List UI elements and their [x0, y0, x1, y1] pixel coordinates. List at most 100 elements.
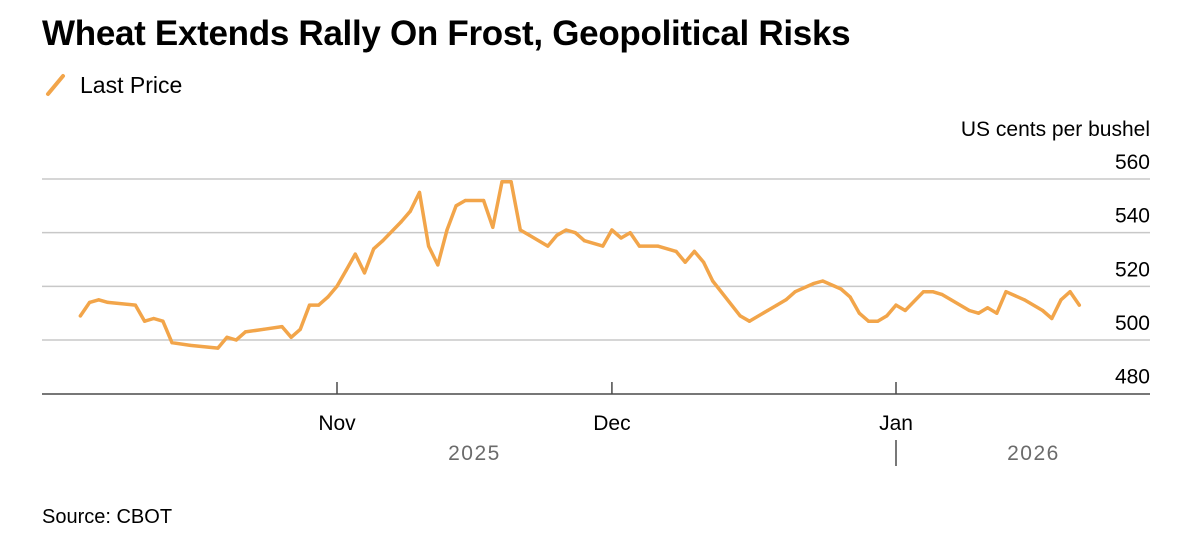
data-point [399, 220, 403, 224]
data-point [921, 290, 926, 294]
data-point [335, 284, 339, 288]
data-point [793, 290, 797, 294]
data-point [152, 316, 156, 321]
data-point [88, 300, 92, 304]
data-point [811, 282, 816, 286]
data-point [289, 335, 293, 339]
data-point [949, 298, 953, 302]
data-point [97, 298, 101, 302]
data-point [491, 225, 495, 229]
data-point [582, 239, 587, 243]
data-point [555, 233, 559, 237]
y-tick-label: 500 [1115, 312, 1150, 335]
data-point [482, 198, 486, 203]
data-point [839, 287, 843, 291]
data-point [307, 303, 312, 307]
data-point [967, 308, 971, 313]
data-point [976, 311, 981, 315]
data-point [903, 308, 907, 313]
data-point [381, 239, 385, 243]
data-point [362, 271, 367, 275]
data-point [894, 303, 898, 307]
data-point [427, 244, 431, 248]
data-point [106, 300, 110, 304]
data-point [995, 311, 999, 315]
year-label: 2025 [448, 442, 501, 465]
data-point [940, 292, 944, 296]
data-point [821, 279, 825, 283]
data-point [445, 228, 449, 232]
year-label: 2026 [1007, 442, 1060, 465]
data-point [527, 233, 532, 237]
data-point [353, 252, 357, 256]
legend: Last Price [42, 70, 182, 100]
data-point [683, 260, 687, 264]
data-point [326, 295, 330, 299]
data-point [564, 228, 568, 232]
data-point [234, 338, 238, 342]
data-point [509, 180, 513, 184]
line-chart: US cents per bushel 560 540 520 500 480 Nov Dec… [42, 118, 1150, 466]
data-point [1068, 290, 1072, 294]
data-point [637, 244, 642, 248]
data-point [866, 319, 871, 323]
data-point [78, 314, 82, 318]
y-tick-label: 540 [1115, 205, 1150, 228]
data-point [857, 311, 861, 315]
data-point [463, 198, 467, 203]
data-point [610, 228, 614, 232]
data-point [711, 279, 715, 283]
data-point [143, 319, 147, 323]
legend-label: Last Price [80, 71, 183, 98]
data-point [766, 308, 770, 313]
data-point [317, 303, 321, 307]
data-point [619, 236, 623, 240]
data-point [1077, 303, 1081, 307]
y-axis-label: US cents per bushel [961, 118, 1150, 141]
data-point [848, 295, 852, 299]
data-point [876, 319, 880, 323]
data-point [243, 330, 247, 334]
data-point [170, 341, 174, 345]
data-point [656, 244, 660, 248]
data-point [674, 249, 678, 253]
data-point [546, 244, 550, 248]
data-point [436, 263, 440, 267]
y-tick-label: 520 [1115, 258, 1150, 281]
data-point [885, 314, 889, 318]
data-point [628, 231, 632, 235]
source-note: Source: CBOT [42, 506, 173, 528]
data-point [1041, 308, 1045, 313]
data-point [280, 325, 284, 329]
data-point [262, 327, 266, 331]
data-point [747, 319, 752, 323]
y-tick-label: 560 [1115, 151, 1150, 174]
data-point [417, 190, 422, 194]
data-point [216, 346, 220, 350]
data-point [408, 209, 412, 213]
data-point [1050, 316, 1054, 321]
data-point [692, 249, 697, 253]
data-point [573, 231, 577, 235]
y-tick-label: 480 [1115, 366, 1150, 389]
chart-title: Wheat Extends Rally On Frost, Geopolitic… [42, 14, 851, 53]
data-point [1004, 290, 1008, 294]
legend-swatch-icon [46, 74, 65, 96]
x-tick-label: Jan [879, 412, 913, 435]
data-point [500, 180, 504, 184]
data-point [454, 204, 458, 208]
data-point [133, 303, 137, 307]
series-line-last-price [78, 179, 1082, 350]
data-point [702, 260, 706, 264]
data-point [188, 343, 192, 347]
data-point [161, 319, 165, 323]
data-point [931, 290, 935, 294]
x-tick-label: Nov [318, 412, 356, 435]
data-point [372, 247, 376, 251]
data-point [344, 268, 348, 272]
data-point [298, 327, 302, 331]
data-point [1022, 298, 1026, 302]
data-point [1059, 298, 1063, 302]
data-point [775, 303, 779, 307]
data-point [518, 228, 522, 232]
